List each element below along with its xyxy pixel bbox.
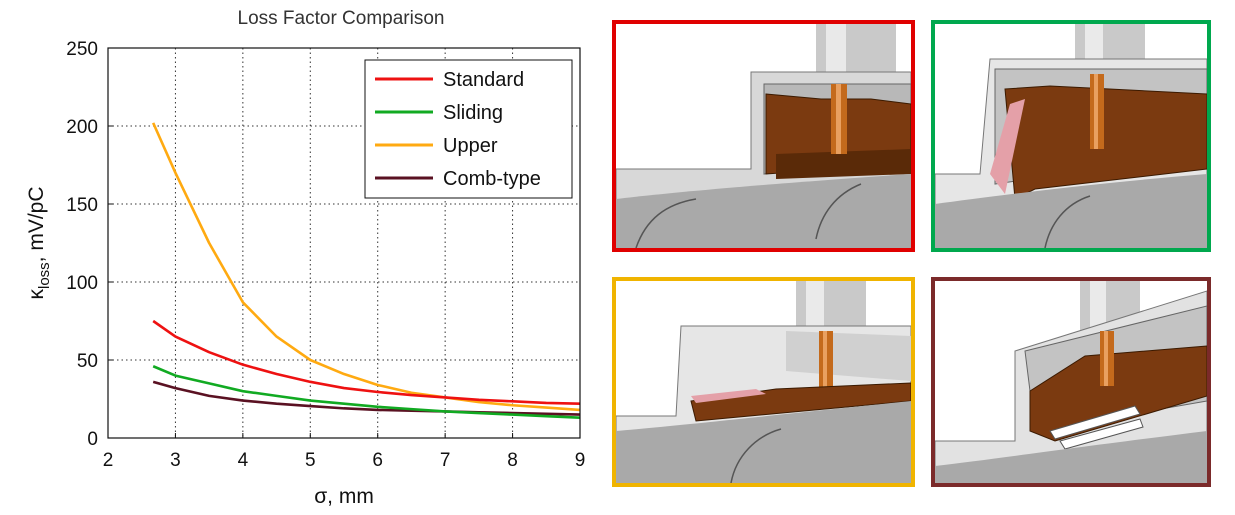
x-tick-label: 8	[507, 450, 518, 471]
x-tick-label: 5	[305, 450, 316, 471]
y-tick-label: 0	[87, 429, 98, 450]
sliding-cutaway-illustration	[935, 24, 1207, 248]
panel-comb-type	[931, 277, 1211, 487]
series-line-comb-type	[152, 380, 581, 416]
panel-standard	[612, 20, 915, 252]
x-tick-label: 9	[575, 450, 586, 471]
x-tick-label: 4	[238, 450, 249, 471]
loss-factor-chart: Loss Factor Comparison 2 3 4 5 6 7 8 9 0 50 100 150…	[25, 8, 585, 508]
plot-frame	[107, 47, 581, 439]
y-tick-label: 50	[77, 351, 98, 372]
chart-title: Loss Factor Comparison	[238, 8, 445, 29]
y-tick-label: 100	[66, 273, 98, 294]
standard-cutaway-illustration	[616, 24, 911, 248]
x-tick-label: 3	[170, 450, 181, 471]
upper-cutaway-illustration	[616, 281, 911, 483]
series-line-upper	[151, 122, 581, 412]
series-line-standard	[152, 319, 581, 405]
legend-label-upper: Upper	[443, 135, 498, 157]
x-tick-label: 7	[440, 450, 451, 471]
comb-type-cutaway-illustration	[935, 281, 1207, 483]
grid-lines	[108, 48, 580, 438]
y-tick-label: 250	[66, 39, 98, 60]
legend-box	[364, 59, 573, 199]
series-line-sliding	[152, 365, 581, 420]
y-tick-label: 200	[66, 117, 98, 138]
legend-label-comb-type: Comb-type	[443, 168, 541, 190]
series-lines	[151, 122, 581, 420]
x-tick-label: 2	[103, 450, 114, 471]
x-axis-label: σ, mm	[314, 485, 374, 508]
panel-sliding	[931, 20, 1211, 252]
y-tick-label: 150	[66, 195, 98, 216]
legend-label-sliding: Sliding	[443, 102, 503, 124]
axis-ticks: 2 3 4 5 6 7 8 9 0 50 100 150 200 250	[66, 39, 585, 471]
legend-label-standard: Standard	[443, 69, 524, 91]
y-axis-label: κloss, mV/pC	[25, 186, 53, 299]
panel-upper	[612, 277, 915, 487]
x-tick-label: 6	[372, 450, 383, 471]
legend: Standard Sliding Upper Comb-type	[364, 59, 573, 199]
